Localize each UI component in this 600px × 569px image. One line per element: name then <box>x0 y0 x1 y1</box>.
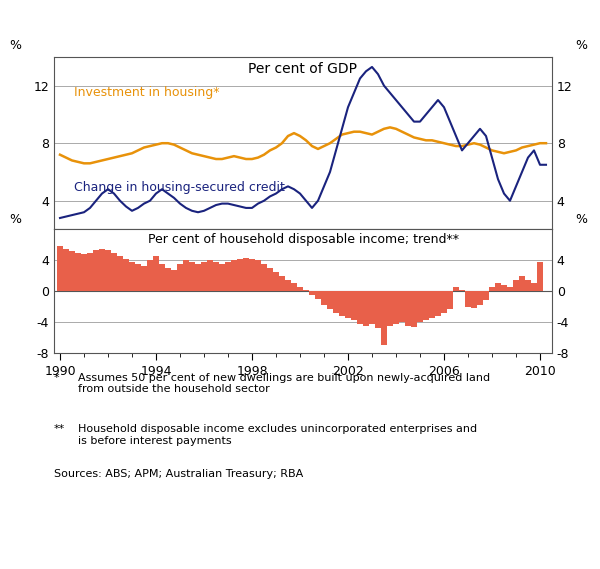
Bar <box>316 291 320 299</box>
Bar <box>136 264 140 291</box>
Bar <box>400 291 404 322</box>
Bar <box>88 253 92 291</box>
Bar <box>70 251 74 291</box>
Bar <box>352 291 356 320</box>
Bar <box>256 261 260 291</box>
Bar <box>448 291 452 309</box>
Bar <box>208 261 212 291</box>
Bar <box>520 276 524 291</box>
Bar <box>478 291 482 305</box>
Bar <box>388 291 392 326</box>
Bar <box>118 255 122 291</box>
Bar <box>232 261 236 291</box>
Bar <box>304 290 308 291</box>
Bar <box>250 259 254 291</box>
Text: Investment in housing*: Investment in housing* <box>74 86 220 99</box>
Bar <box>190 262 194 291</box>
Bar <box>472 291 476 308</box>
Bar <box>394 291 398 324</box>
Bar <box>502 285 506 291</box>
Text: Sources: ABS; APM; Australian Treasury; RBA: Sources: ABS; APM; Australian Treasury; … <box>54 469 303 480</box>
Bar <box>376 291 380 328</box>
Bar <box>292 283 296 291</box>
Bar <box>526 279 530 291</box>
Bar <box>214 262 218 291</box>
Bar <box>346 291 350 318</box>
Bar <box>382 291 386 345</box>
Bar <box>166 268 170 291</box>
Bar <box>358 291 362 324</box>
Bar <box>334 291 338 313</box>
Bar <box>538 262 542 291</box>
Bar <box>406 291 410 326</box>
Text: Household disposable income excludes unincorporated enterprises and
is before in: Household disposable income excludes uni… <box>78 424 477 446</box>
Bar <box>226 262 230 291</box>
Bar <box>160 264 164 291</box>
Bar <box>106 250 110 291</box>
Bar <box>130 262 134 291</box>
Text: *: * <box>54 373 59 383</box>
Text: %: % <box>9 39 21 52</box>
Bar <box>220 264 224 291</box>
Text: Assumes 50 per cent of new dwellings are built upon newly-acquired land
from out: Assumes 50 per cent of new dwellings are… <box>78 373 490 394</box>
Bar <box>82 254 86 291</box>
Bar <box>412 291 416 327</box>
Bar <box>172 270 176 291</box>
Bar <box>202 262 206 291</box>
Bar <box>496 283 500 291</box>
Bar <box>148 261 152 291</box>
Bar <box>436 291 440 316</box>
Bar <box>514 279 518 291</box>
Text: **: ** <box>54 424 65 434</box>
Bar <box>178 264 182 291</box>
Bar <box>364 291 368 326</box>
Bar <box>262 264 266 291</box>
Bar <box>196 264 200 291</box>
Text: Change in housing-secured credit: Change in housing-secured credit <box>74 181 285 194</box>
Text: Per cent of GDP: Per cent of GDP <box>248 62 358 76</box>
Bar <box>490 287 494 291</box>
Bar <box>124 259 128 291</box>
Bar <box>418 291 422 322</box>
Bar <box>112 253 116 291</box>
Bar <box>274 272 278 291</box>
Bar <box>424 291 428 320</box>
Bar <box>238 259 242 291</box>
Bar <box>94 250 98 291</box>
Bar <box>142 266 146 291</box>
Bar <box>100 249 104 291</box>
Bar <box>286 279 290 291</box>
Text: %: % <box>575 213 587 226</box>
Bar <box>298 287 302 291</box>
Bar <box>76 253 80 291</box>
Bar <box>280 276 284 291</box>
Bar <box>370 291 374 324</box>
Text: Per cent of household disposable income; trend**: Per cent of household disposable income;… <box>148 233 458 246</box>
Bar <box>184 261 188 291</box>
Bar <box>466 291 470 307</box>
Text: %: % <box>575 39 587 52</box>
Text: %: % <box>9 213 21 226</box>
Bar <box>268 268 272 291</box>
Bar <box>322 291 326 305</box>
Bar <box>244 258 248 291</box>
Bar <box>430 291 434 318</box>
Bar <box>484 291 488 300</box>
Bar <box>328 291 332 309</box>
Bar <box>454 287 458 291</box>
Bar <box>310 291 314 295</box>
Bar <box>508 287 512 291</box>
Bar <box>460 290 464 291</box>
Bar <box>154 257 158 291</box>
Bar <box>58 246 62 291</box>
Bar <box>64 249 68 291</box>
Bar <box>442 291 446 313</box>
Bar <box>340 291 344 316</box>
Bar <box>532 283 536 291</box>
